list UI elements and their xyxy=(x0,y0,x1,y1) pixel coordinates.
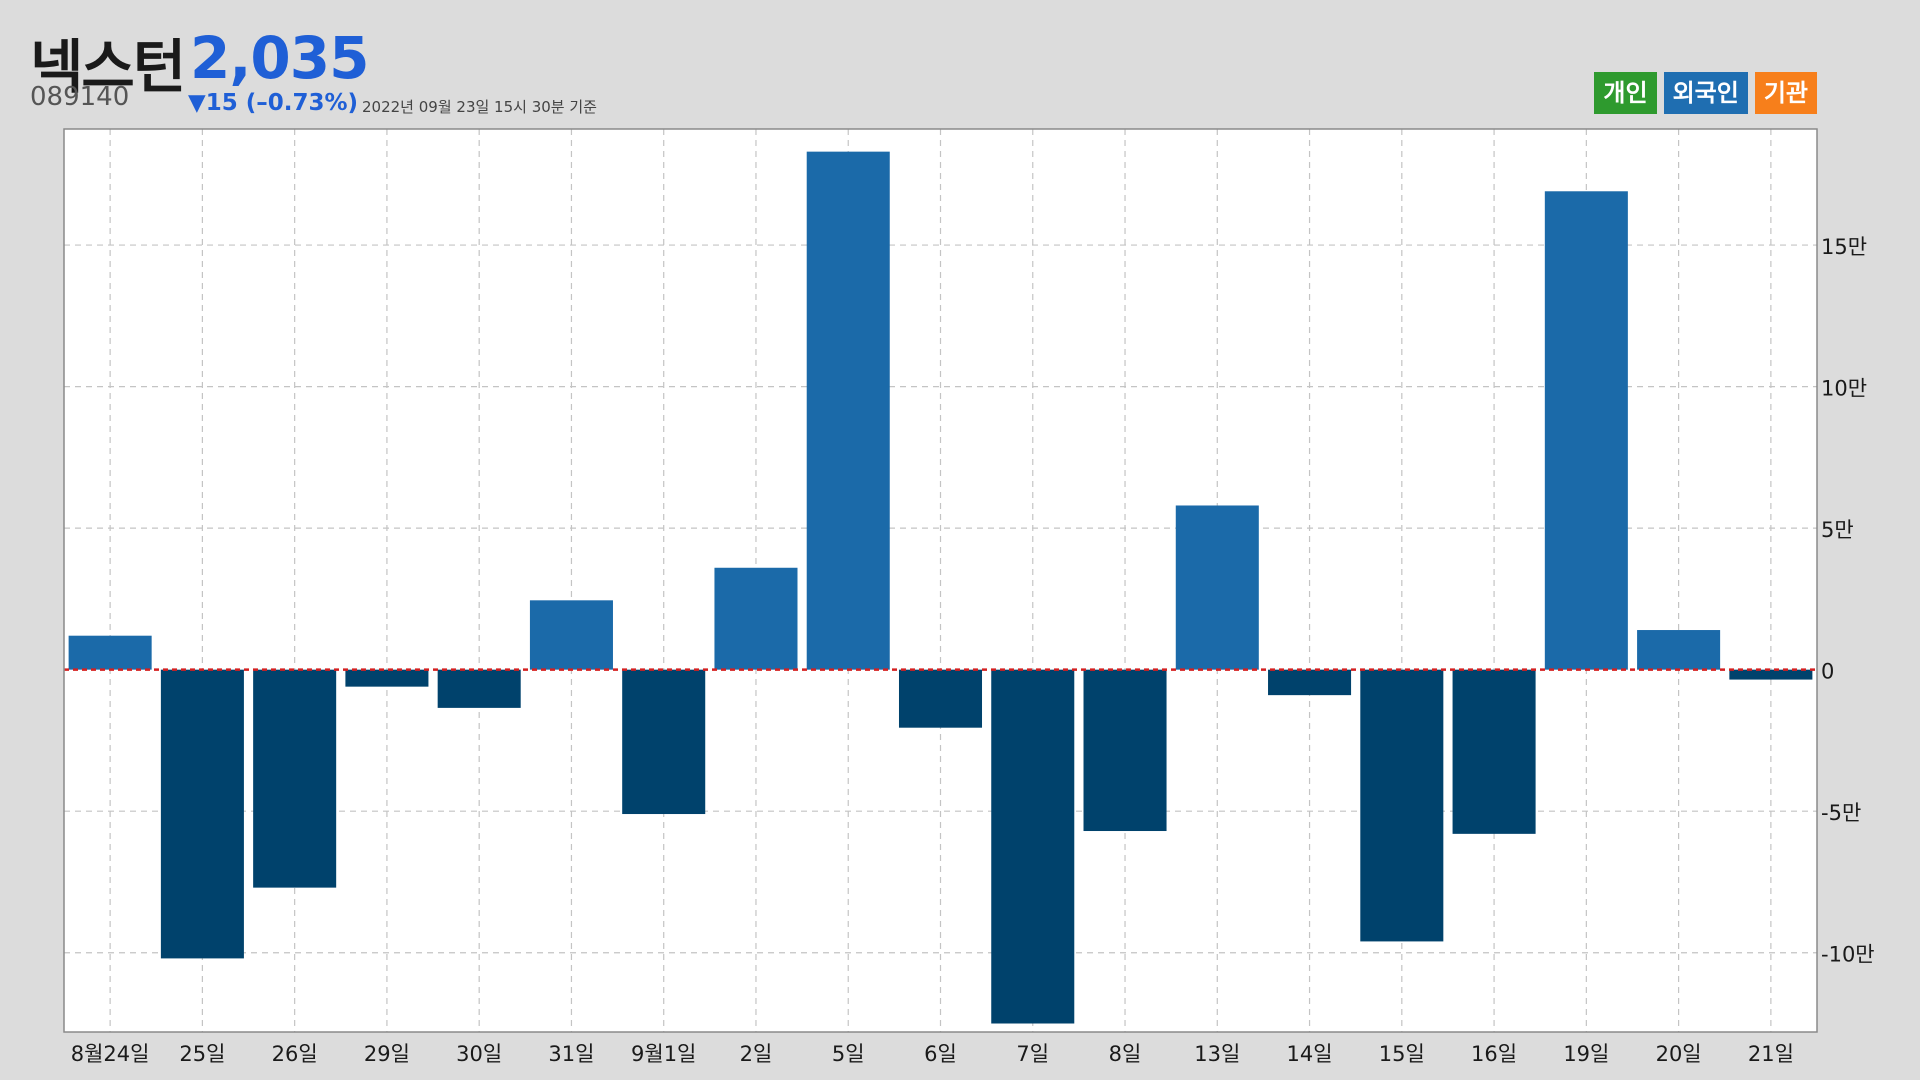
x-tick-label: 29일 xyxy=(364,1042,410,1066)
x-tick-label: 25일 xyxy=(179,1042,225,1066)
y-tick-label: 10만 xyxy=(1821,377,1867,401)
bar xyxy=(1544,191,1628,670)
legend-institution[interactable]: 기관 xyxy=(1754,72,1817,114)
bar xyxy=(622,669,706,815)
bar xyxy=(1360,669,1444,942)
x-tick-label: 9월1일 xyxy=(631,1042,696,1066)
legend-foreign[interactable]: 외국인 xyxy=(1663,72,1748,114)
bar xyxy=(1729,669,1813,680)
bar xyxy=(991,669,1075,1024)
x-tick-label: 6일 xyxy=(924,1042,957,1066)
x-tick-label: 16일 xyxy=(1471,1042,1517,1066)
bar xyxy=(345,669,429,687)
x-tick-label: 21일 xyxy=(1748,1042,1794,1066)
x-tick-label: 2일 xyxy=(740,1042,773,1066)
bar xyxy=(1452,669,1536,834)
x-tick-label: 31일 xyxy=(548,1042,594,1066)
investor-legend: 개인 외국인 기관 xyxy=(1594,72,1817,114)
x-tick-label: 8일 xyxy=(1109,1042,1142,1066)
x-tick-label: 8월24일 xyxy=(71,1042,150,1066)
y-tick-label: -10만 xyxy=(1821,943,1875,967)
bar xyxy=(898,669,983,728)
x-tick-label: 26일 xyxy=(272,1042,318,1066)
bar xyxy=(806,151,890,670)
plot-frame xyxy=(63,128,1818,1033)
stock-code: 089140 xyxy=(30,82,130,112)
bar xyxy=(1637,630,1721,670)
bar xyxy=(714,567,798,670)
x-tick-label: 19일 xyxy=(1563,1042,1609,1066)
y-tick-label: 5만 xyxy=(1821,518,1854,542)
y-tick-label: 15만 xyxy=(1821,235,1867,259)
bar xyxy=(253,669,337,888)
bar xyxy=(529,600,613,670)
x-tick-label: 14일 xyxy=(1287,1042,1333,1066)
stock-name: 넥스턴 xyxy=(30,33,186,101)
x-tick-label: 15일 xyxy=(1379,1042,1425,1066)
bar xyxy=(1175,505,1259,670)
legend-individual[interactable]: 개인 xyxy=(1594,72,1657,114)
bar xyxy=(68,635,152,670)
x-tick-label: 30일 xyxy=(456,1042,502,1066)
bar xyxy=(160,669,244,959)
stock-price: 2,035 xyxy=(190,24,369,92)
y-tick-label: -5만 xyxy=(1821,801,1861,825)
timestamp-basis: 2022년 09월 23일 15시 30분 기준 xyxy=(362,98,597,116)
y-tick-label: 0 xyxy=(1821,660,1834,684)
bar xyxy=(1268,669,1352,696)
x-tick-label: 5일 xyxy=(832,1042,865,1066)
price-change: ▼15 (–0.73%) xyxy=(188,90,359,116)
bar xyxy=(437,669,521,708)
x-tick-label: 20일 xyxy=(1656,1042,1702,1066)
x-tick-label: 7일 xyxy=(1016,1042,1049,1066)
bar xyxy=(1083,669,1167,832)
x-tick-label: 13일 xyxy=(1194,1042,1240,1066)
